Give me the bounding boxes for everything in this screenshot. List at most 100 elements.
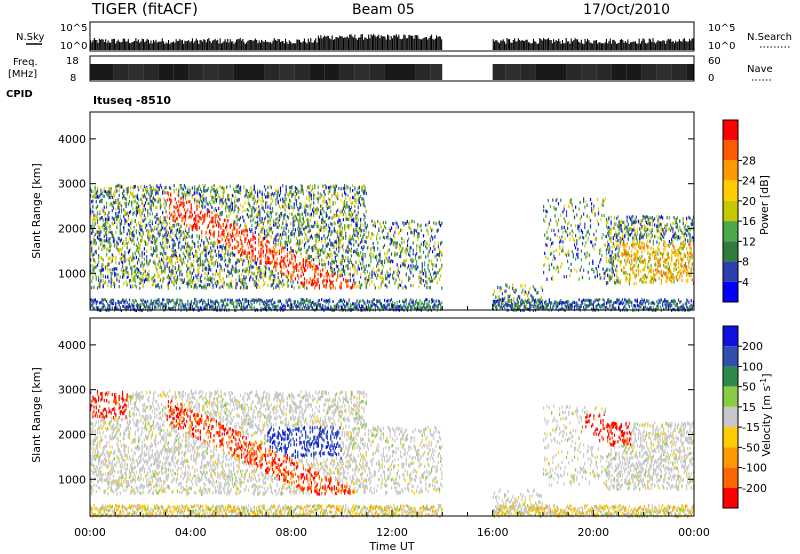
freq-bar bbox=[647, 64, 649, 80]
echo-cell bbox=[110, 260, 112, 264]
echo-cell bbox=[213, 277, 215, 281]
echo-cell bbox=[265, 243, 267, 247]
nsky-bar bbox=[209, 41, 211, 50]
echo-cell bbox=[297, 188, 299, 192]
echo-cell bbox=[325, 299, 327, 303]
echo-cell bbox=[245, 300, 247, 303]
echo-cell bbox=[154, 261, 156, 266]
echo-cell bbox=[291, 303, 293, 307]
nsky-bar bbox=[597, 43, 599, 50]
freq-bar bbox=[637, 64, 639, 80]
echo-cell bbox=[291, 284, 293, 289]
echo-cell bbox=[189, 191, 191, 195]
echo-cell bbox=[319, 269, 322, 273]
echo-cell bbox=[266, 229, 268, 233]
echo-cell bbox=[116, 184, 118, 188]
echo-cell bbox=[279, 206, 282, 210]
freq-bar bbox=[359, 64, 361, 80]
echo-cell bbox=[263, 232, 266, 236]
echo-cell bbox=[290, 233, 292, 237]
echo-cell bbox=[181, 232, 183, 237]
echo-cell bbox=[186, 281, 188, 286]
echo-cell bbox=[141, 253, 143, 257]
echo-cell bbox=[322, 304, 324, 308]
echo-cell bbox=[211, 249, 213, 253]
nsky-bar bbox=[434, 38, 436, 50]
echo-cell bbox=[250, 306, 252, 309]
echo-cell bbox=[329, 198, 331, 202]
echo-cell bbox=[273, 223, 275, 227]
echo-cell bbox=[120, 248, 123, 252]
echo-cell bbox=[178, 244, 180, 248]
freq-bar bbox=[176, 64, 178, 80]
echo-cell bbox=[300, 297, 302, 301]
echo-cell bbox=[194, 242, 196, 246]
nsky-bar bbox=[222, 42, 224, 50]
echo-cell bbox=[309, 213, 311, 217]
echo-cell bbox=[173, 279, 175, 283]
echo-cell bbox=[120, 185, 123, 189]
echo-cell bbox=[135, 273, 137, 277]
echo-cell bbox=[198, 200, 200, 204]
freq-bar bbox=[225, 64, 227, 80]
nsky-bar bbox=[131, 42, 133, 50]
echo-cell bbox=[290, 306, 292, 310]
echo-cell bbox=[254, 236, 256, 241]
nsky-bar bbox=[176, 41, 178, 50]
echo-cell bbox=[195, 225, 197, 230]
echo-cell bbox=[286, 223, 288, 227]
echo-cell bbox=[196, 234, 198, 238]
echo-cell bbox=[261, 203, 263, 207]
echo-cell bbox=[162, 306, 164, 310]
echo-cell bbox=[150, 302, 152, 306]
echo-cell bbox=[286, 258, 288, 262]
echo-cell bbox=[152, 203, 155, 207]
echo-cell bbox=[158, 256, 160, 261]
echo-cell bbox=[302, 282, 304, 286]
echo-cell bbox=[203, 248, 205, 252]
echo-cell bbox=[244, 277, 246, 281]
echo-cell bbox=[151, 283, 153, 287]
echo-cell bbox=[147, 201, 149, 205]
echo-cell bbox=[241, 307, 243, 311]
freq-bar bbox=[226, 64, 228, 80]
freq-bar bbox=[222, 64, 224, 80]
echo-cell bbox=[238, 298, 240, 302]
echo-cell bbox=[125, 197, 127, 201]
echo-cell bbox=[158, 298, 160, 302]
echo-cell bbox=[309, 191, 311, 195]
echo-cell bbox=[171, 229, 173, 233]
echo-cell bbox=[94, 239, 96, 243]
echo-cell bbox=[235, 185, 237, 189]
echo-cell bbox=[196, 200, 198, 204]
echo-cell bbox=[178, 304, 180, 307]
echo-cell bbox=[319, 225, 322, 229]
echo-cell bbox=[311, 257, 314, 261]
echo-cell bbox=[265, 305, 267, 309]
echo-cell bbox=[116, 246, 118, 250]
echo-cell bbox=[250, 245, 252, 249]
echo-cell bbox=[148, 238, 150, 242]
echo-cell bbox=[93, 235, 95, 239]
echo-cell bbox=[274, 248, 276, 252]
echo-cell bbox=[205, 256, 207, 260]
nsky-bar bbox=[504, 41, 506, 50]
echo-cell bbox=[127, 274, 129, 279]
echo-cell bbox=[201, 298, 203, 302]
echo-cell bbox=[91, 298, 93, 302]
freq-bar bbox=[662, 64, 664, 80]
echo-cell bbox=[291, 195, 293, 199]
echo-cell bbox=[174, 197, 176, 201]
echo-cell bbox=[183, 232, 185, 236]
nsky-bar bbox=[168, 40, 170, 50]
echo-cell bbox=[186, 245, 188, 249]
echo-cell bbox=[221, 284, 223, 288]
echo-cell bbox=[151, 203, 153, 207]
echo-cell bbox=[324, 185, 326, 190]
nsky-bar bbox=[292, 43, 294, 50]
freq-bar bbox=[158, 64, 160, 80]
echo-cell bbox=[293, 232, 295, 236]
freq-bar bbox=[136, 64, 138, 80]
echo-cell bbox=[273, 265, 275, 270]
echo-cell bbox=[254, 274, 256, 278]
